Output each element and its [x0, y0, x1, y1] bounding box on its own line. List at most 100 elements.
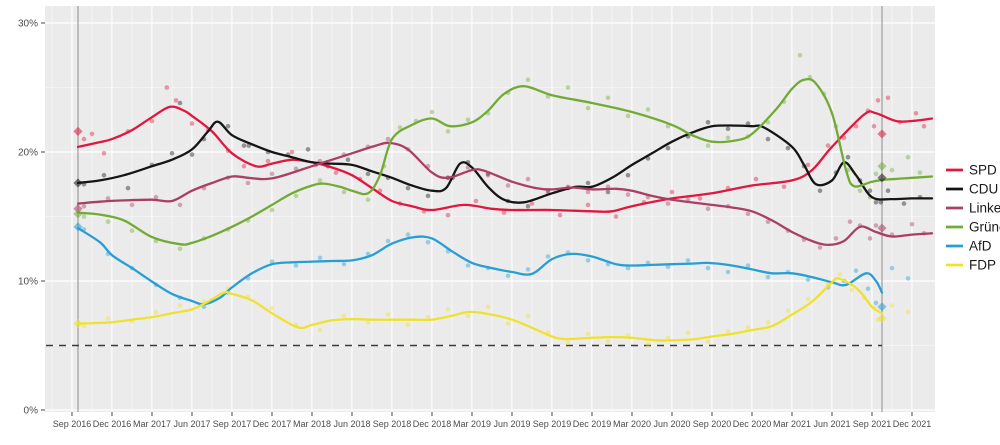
poll-point-grüne [797, 53, 803, 58]
poll-point-spd [853, 123, 859, 129]
poll-point-afd [765, 274, 771, 280]
poll-point-cdu [878, 200, 884, 205]
poll-point-grüne [665, 123, 671, 129]
poll-point-grüne [293, 193, 299, 199]
poll-point-spd [265, 158, 271, 164]
election-result-diamond-linke [877, 223, 887, 233]
poll-point-cdu [873, 200, 879, 205]
legend-label-fdp: FDP [969, 258, 996, 273]
poll-point-grüne [565, 85, 571, 90]
poll-point-spd [557, 212, 563, 218]
poll-point-linke [873, 223, 879, 228]
poll-point-cdu [525, 203, 531, 209]
poll-point-cdu [405, 185, 411, 191]
poll-point-grüne [705, 143, 711, 148]
poll-point-spd [333, 170, 339, 175]
x-axis-label: Sep 2017 [213, 419, 252, 429]
poll-point-fdp [705, 339, 711, 344]
x-axis-label: Sep 2019 [533, 419, 572, 429]
poll-point-linke [765, 219, 771, 224]
poll-point-spd [173, 98, 179, 103]
poll-point-fdp [685, 330, 691, 335]
poll-point-afd [405, 232, 411, 237]
poll-point-spd [753, 176, 759, 182]
poll-point-fdp [341, 313, 347, 319]
poll-point-afd [317, 255, 323, 261]
poll-point-grüne [525, 77, 531, 83]
election-result-diamond-afd [73, 222, 83, 232]
poll-point-cdu [765, 136, 771, 142]
x-axis-label: Jun 2019 [493, 419, 530, 429]
poll-point-afd [293, 263, 299, 268]
poll-point-cdu [625, 172, 631, 178]
x-axis-label: Sep 2018 [373, 419, 412, 429]
poll-point-fdp [385, 312, 391, 317]
poll-point-fdp [805, 296, 811, 302]
x-axis-label: Mar 2019 [453, 419, 491, 429]
poll-point-afd [805, 277, 811, 283]
poll-point-grüne [429, 109, 435, 115]
poll-point-fdp [745, 325, 751, 330]
poll-point-spd [81, 136, 87, 142]
poll-point-spd [529, 201, 535, 206]
x-axis-label: Jun 2018 [333, 419, 370, 429]
poll-point-grüne [905, 154, 911, 160]
poll-point-grüne [585, 105, 591, 111]
x-axis-label: Jun 2017 [173, 419, 210, 429]
election-result-diamond-afd [877, 302, 887, 312]
poll-point-cdu [901, 201, 907, 206]
poll-point-fdp [785, 308, 791, 314]
election-result-diamond-grüne [877, 161, 887, 171]
election-result-diamond-cdu [73, 178, 83, 188]
poll-point-cdu [425, 193, 431, 199]
poll-point-afd [705, 265, 711, 271]
poll-point-spd [613, 214, 619, 219]
poll-point-fdp [605, 339, 611, 344]
poll-point-linke [705, 206, 711, 212]
poll-point-fdp [505, 321, 511, 326]
poll-point-afd [625, 265, 631, 271]
poll-point-spd [669, 189, 675, 195]
poll-point-spd [825, 143, 831, 148]
poll-point-afd [585, 258, 591, 263]
poll-point-fdp [905, 309, 911, 315]
poll-point-linke [525, 176, 531, 182]
poll-point-linke [245, 180, 251, 186]
x-axis-label: Dec 2020 [733, 419, 772, 429]
legend-label-afd: AfD [969, 239, 992, 254]
poll-point-linke [867, 236, 873, 241]
poll-point-fdp [445, 307, 451, 312]
poll-point-spd [871, 123, 877, 129]
x-axis-label: Dec 2017 [253, 419, 292, 429]
poll-point-fdp [889, 303, 895, 308]
poll-point-spd [585, 202, 591, 208]
poll-point-afd [545, 254, 551, 259]
poll-point-grüne [889, 167, 895, 173]
poll-point-spd [189, 121, 195, 126]
legend-label-grüne: Grüne [969, 220, 1000, 235]
poll-point-grüne [625, 113, 631, 119]
poll-point-fdp [585, 331, 591, 337]
poll-point-fdp [665, 335, 671, 341]
poll-point-cdu [785, 145, 791, 151]
poll-point-linke [909, 221, 915, 227]
poll-point-fdp [485, 304, 491, 310]
y-axis-label: 30% [18, 19, 38, 30]
poll-point-spd [781, 184, 787, 190]
poll-point-grüne [645, 107, 651, 112]
x-axis-label: Jun 2021 [813, 419, 850, 429]
poll-point-cdu [305, 147, 311, 152]
poll-point-afd [465, 263, 471, 268]
poll-point-afd [853, 268, 859, 274]
election-result-diamond-spd [877, 129, 887, 139]
trend-line-grüne [76, 77, 934, 246]
poll-point-spd [164, 85, 170, 90]
poll-point-grüne [917, 170, 923, 175]
trend-line-cdu [76, 120, 934, 204]
poll-point-grüne [857, 188, 863, 193]
poll-point-afd [425, 240, 431, 245]
poll-point-spd [875, 98, 881, 103]
poll-point-cdu [605, 189, 611, 195]
poll-point-afd [505, 273, 511, 279]
poll-point-linke [817, 245, 823, 250]
